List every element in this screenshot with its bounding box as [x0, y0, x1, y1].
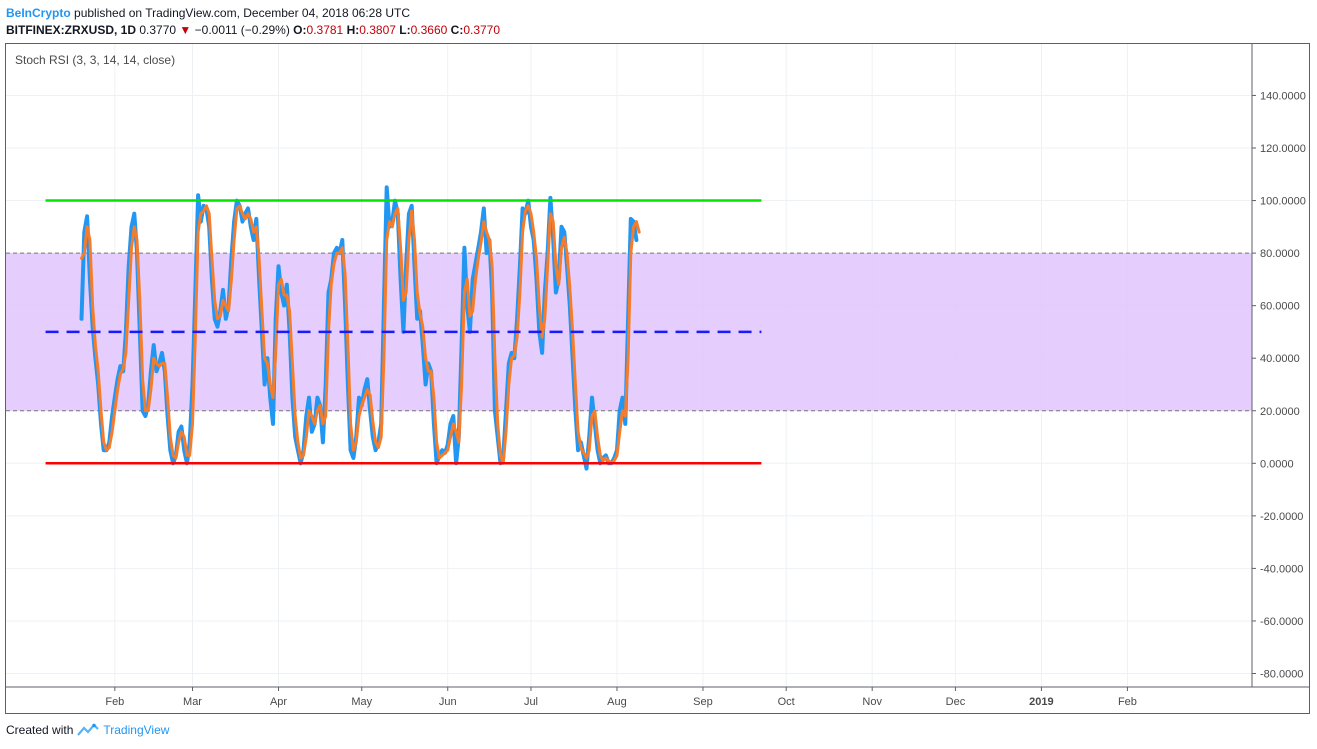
x-tick-label: Oct	[778, 696, 795, 708]
open-value: 0.3781	[306, 23, 344, 37]
y-tick-label: -60.0000	[1260, 616, 1303, 628]
y-tick-label: 60.0000	[1260, 301, 1300, 313]
last-price: 0.3770	[139, 23, 177, 37]
y-tick-label: 0.0000	[1260, 458, 1294, 470]
open-label: O:	[293, 23, 307, 37]
y-tick-label: 80.0000	[1260, 248, 1300, 260]
y-tick-label: 20.0000	[1260, 406, 1300, 418]
x-tick-label: Apr	[270, 696, 287, 708]
close-value: 0.3770	[463, 23, 501, 37]
x-tick-label: Aug	[607, 696, 627, 708]
tradingview-logo-icon[interactable]	[77, 723, 100, 737]
y-tick-label: 100.0000	[1260, 196, 1306, 208]
low-label: L:	[399, 23, 411, 37]
x-tick-label: Dec	[946, 696, 966, 708]
created-with-text: Created with	[6, 723, 74, 737]
high-label: H:	[346, 23, 360, 37]
x-tick-label: Sep	[693, 696, 713, 708]
chart-frame[interactable]	[5, 43, 1310, 714]
y-tick-label: 140.0000	[1260, 90, 1306, 102]
y-tick-label: 40.0000	[1260, 353, 1300, 365]
x-tick-label: May	[351, 696, 372, 708]
price-change: −0.0011 (−0.29%)	[194, 23, 290, 37]
low-value: 0.3660	[410, 23, 448, 37]
x-tick-label: Feb	[1118, 696, 1137, 708]
footer: Created with TradingView	[6, 723, 169, 737]
x-tick-label: Jul	[524, 696, 538, 708]
tradingview-link[interactable]: TradingView	[103, 723, 170, 737]
close-label: C:	[450, 23, 464, 37]
y-tick-label: -40.0000	[1260, 563, 1303, 575]
ticker-symbol: BITFINEX:ZRXUSD, 1D	[6, 23, 137, 37]
high-value: 0.3807	[359, 23, 396, 37]
x-tick-label: 2019	[1029, 696, 1053, 708]
x-tick-label: Nov	[862, 696, 882, 708]
publisher-brand[interactable]: BeInCrypto	[6, 6, 71, 20]
y-tick-label: 120.0000	[1260, 143, 1306, 155]
down-arrow-icon: ▼	[179, 23, 192, 37]
publish-header: BeInCrypto published on TradingView.com,…	[6, 5, 410, 21]
series-line-d	[80, 204, 641, 465]
publish-info: published on TradingView.com, December 0…	[74, 6, 410, 20]
x-tick-label: Jun	[439, 696, 457, 708]
ticker-line: BITFINEX:ZRXUSD, 1D 0.3770 ▼ −0.0011 (−0…	[6, 22, 500, 38]
y-tick-label: -80.0000	[1260, 669, 1303, 681]
indicator-label[interactable]: Stoch RSI (3, 3, 14, 14, close)	[15, 53, 176, 67]
y-tick-label: -20.0000	[1260, 511, 1303, 523]
x-tick-label: Mar	[183, 696, 202, 708]
x-tick-label: Feb	[105, 696, 124, 708]
